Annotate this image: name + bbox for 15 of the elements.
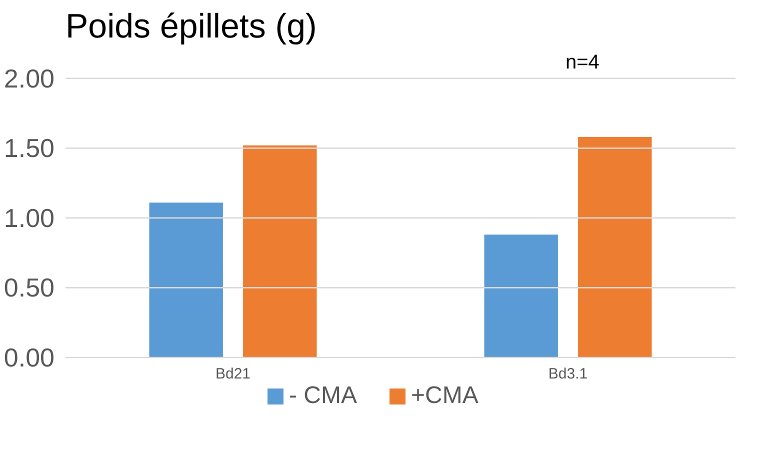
legend-label: +CMA [411,382,478,410]
bar [243,145,317,358]
bar [484,234,558,358]
y-tick-label: 0.00 [4,342,55,372]
bar [149,202,223,358]
y-tick-label: 2.00 [4,63,55,94]
chart-title: Poids épillets (g) [66,8,317,46]
y-tick-label: 0.50 [4,272,55,303]
x-tick-label: Bd3.1 [548,365,588,382]
text: n=4 [566,52,600,74]
legend-label: - CMA [289,382,357,410]
y-tick-label: 1.00 [4,202,55,233]
x-tick-label: Bd21 [215,365,251,382]
y-tick-label: 1.50 [4,133,55,164]
bar [578,137,652,358]
